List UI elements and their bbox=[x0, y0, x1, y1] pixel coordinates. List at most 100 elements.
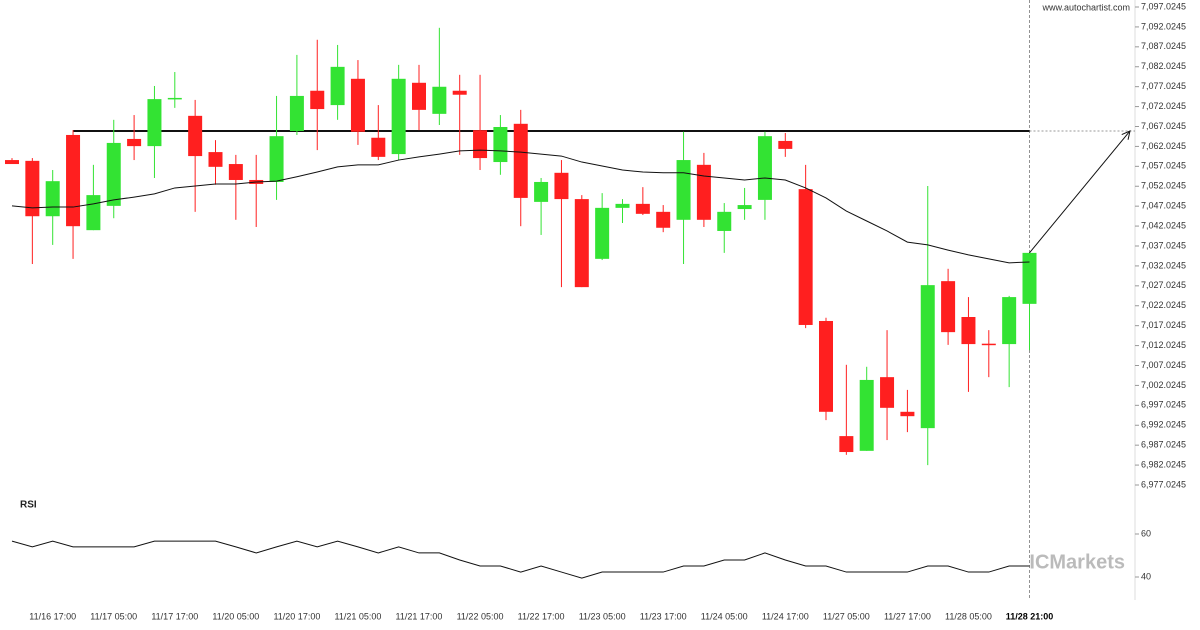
candle-body bbox=[127, 138, 142, 147]
y-tick-label: 6,997.0245 bbox=[1141, 400, 1186, 410]
x-tick-label: 11/17 17:00 bbox=[151, 611, 198, 621]
candle-body bbox=[737, 205, 752, 210]
candle-body bbox=[941, 281, 956, 333]
candle-body bbox=[696, 164, 711, 220]
candle-body bbox=[310, 90, 325, 110]
y-tick-label: 7,012.0245 bbox=[1141, 340, 1186, 350]
candle-body bbox=[45, 181, 60, 217]
x-tick-label: 11/27 05:00 bbox=[823, 611, 870, 621]
candle-body bbox=[371, 137, 386, 157]
x-tick-label: 11/22 17:00 bbox=[518, 611, 565, 621]
candle-body bbox=[432, 86, 447, 114]
y-tick-label: 6,977.0245 bbox=[1141, 479, 1186, 489]
candle-body bbox=[493, 126, 508, 163]
candle-body bbox=[208, 152, 223, 167]
projection-arrow bbox=[1029, 130, 1131, 254]
candle-body bbox=[473, 130, 488, 159]
candle-body bbox=[819, 320, 833, 412]
y-tick-label: 6,992.0245 bbox=[1141, 420, 1186, 430]
candle-body bbox=[534, 181, 549, 202]
x-tick-label: 11/17 05:00 bbox=[90, 611, 137, 621]
candle-body bbox=[757, 136, 772, 200]
y-tick-label: 7,087.0245 bbox=[1141, 41, 1186, 51]
candle-body bbox=[350, 78, 365, 132]
source-label: www.autochartist.com bbox=[1041, 2, 1130, 12]
rsi-title: RSI bbox=[20, 500, 37, 511]
x-tick-label: 11/21 17:00 bbox=[396, 611, 443, 621]
y-tick-label: 7,047.0245 bbox=[1141, 201, 1186, 211]
x-tick-label: 11/28 05:00 bbox=[945, 611, 992, 621]
y-tick-label: 7,022.0245 bbox=[1141, 300, 1186, 310]
candle-body bbox=[5, 160, 19, 165]
rsi-tick-label: 60 bbox=[1141, 528, 1151, 538]
y-tick-label: 7,097.0245 bbox=[1141, 1, 1186, 11]
candle-body bbox=[513, 123, 528, 198]
y-tick-label: 7,067.0245 bbox=[1141, 121, 1186, 131]
candle-body bbox=[900, 411, 915, 417]
candle-body bbox=[798, 189, 813, 325]
y-tick-label: 7,007.0245 bbox=[1141, 360, 1186, 370]
candle-body bbox=[595, 207, 610, 259]
candle-body bbox=[269, 136, 284, 182]
y-tick-label: 7,002.0245 bbox=[1141, 380, 1186, 390]
y-tick-label: 7,092.0245 bbox=[1141, 21, 1186, 31]
candle-body bbox=[717, 211, 732, 231]
x-tick-label: 11/24 17:00 bbox=[762, 611, 809, 621]
y-tick-label: 7,027.0245 bbox=[1141, 280, 1186, 290]
candle-body bbox=[147, 99, 162, 147]
moving-average-line bbox=[11, 149, 1030, 264]
y-tick-label: 7,072.0245 bbox=[1141, 101, 1186, 111]
candle-body bbox=[289, 95, 304, 131]
candle-body bbox=[1002, 297, 1017, 345]
candle-body bbox=[25, 160, 40, 217]
candle-body bbox=[961, 317, 976, 345]
candle-body bbox=[412, 82, 426, 110]
arrow-head bbox=[1121, 130, 1131, 140]
x-tick-label: 11/23 17:00 bbox=[640, 611, 687, 621]
x-tick-label: 11/20 05:00 bbox=[212, 611, 259, 621]
candle-body bbox=[778, 140, 793, 149]
candle-body bbox=[228, 164, 243, 180]
y-tick-label: 7,042.0245 bbox=[1141, 220, 1186, 230]
candle-body bbox=[452, 90, 467, 95]
y-tick-label: 7,032.0245 bbox=[1141, 260, 1186, 270]
x-tick-label: 11/16 17:00 bbox=[29, 611, 76, 621]
y-tick-label: 6,982.0245 bbox=[1141, 459, 1186, 469]
y-tick-label: 7,017.0245 bbox=[1141, 320, 1186, 330]
x-tick-label: 11/24 05:00 bbox=[701, 611, 748, 621]
candle-body bbox=[615, 203, 630, 208]
rsi-line bbox=[11, 540, 1030, 579]
candle-body bbox=[880, 377, 895, 408]
candle-body bbox=[839, 436, 854, 453]
candle-body bbox=[635, 203, 650, 214]
candle-body bbox=[66, 134, 81, 227]
y-tick-label: 7,052.0245 bbox=[1141, 181, 1186, 191]
x-tick-label: 11/27 17:00 bbox=[884, 611, 931, 621]
y-tick-label: 7,037.0245 bbox=[1141, 240, 1186, 250]
rsi-tick-label: 40 bbox=[1141, 571, 1151, 581]
x-tick-label: 11/22 05:00 bbox=[457, 611, 504, 621]
y-tick-label: 7,077.0245 bbox=[1141, 81, 1186, 91]
candle-body bbox=[1022, 252, 1037, 304]
candle-body bbox=[188, 115, 203, 157]
y-tick-label: 7,057.0245 bbox=[1141, 161, 1186, 171]
candle-body bbox=[167, 97, 182, 100]
candle-body bbox=[86, 195, 101, 231]
candle-body bbox=[391, 78, 406, 155]
y-tick-label: 6,987.0245 bbox=[1141, 440, 1186, 450]
y-tick-label: 7,062.0245 bbox=[1141, 141, 1186, 151]
candle-body bbox=[676, 160, 691, 220]
candle-body bbox=[554, 172, 569, 200]
candle-body bbox=[330, 66, 345, 106]
candle-body bbox=[656, 211, 671, 228]
x-tick-label: 11/20 17:00 bbox=[273, 611, 320, 621]
candle-body bbox=[981, 343, 996, 346]
x-tick-label: 11/21 05:00 bbox=[335, 611, 382, 621]
candle-body bbox=[574, 199, 589, 288]
y-tick-label: 7,082.0245 bbox=[1141, 61, 1186, 71]
x-tick-label: 11/23 05:00 bbox=[579, 611, 626, 621]
candle-body bbox=[920, 285, 935, 429]
candle-body bbox=[106, 142, 121, 206]
